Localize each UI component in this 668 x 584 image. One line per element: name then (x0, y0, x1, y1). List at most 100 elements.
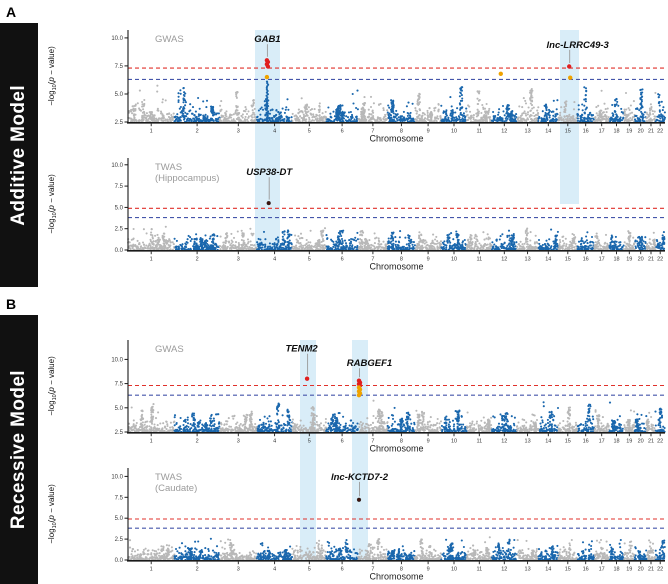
chromosome-tick-label: 9 (427, 129, 430, 135)
chromosome-tick-label: 5 (308, 129, 311, 135)
chromosome-tick-label: 7 (371, 257, 374, 263)
chromosome-tick-label: 6 (341, 129, 344, 135)
chromosome-tick-label: 5 (308, 567, 311, 573)
y-tick-label: 5.0 (115, 205, 124, 211)
chromosome-tick-label: 15 (565, 567, 571, 573)
chromosome-tick-label: 15 (565, 129, 571, 135)
chromosome-tick-label: 10 (451, 129, 457, 135)
chromosome-tick-label: 16 (583, 439, 589, 445)
chromosome-tick-label: 17 (599, 257, 605, 263)
chromosome-tick-label: 14 (545, 567, 551, 573)
chromosome-tick-label: 17 (599, 567, 605, 573)
y-tick-label: 2.5 (115, 120, 124, 126)
chromosome-tick-label: 2 (196, 439, 199, 445)
chromosome-tick-label: 14 (545, 257, 551, 263)
chromosome-tick-label: 1 (150, 567, 153, 573)
chromosome-tick-label: 11 (476, 257, 482, 263)
chromosome-tick-label: 13 (525, 439, 531, 445)
y-tick-label: 2.5 (115, 227, 124, 233)
chromosome-tick-label: 12 (501, 439, 507, 445)
chromosome-tick-label: 9 (427, 257, 430, 263)
hit-point (264, 74, 270, 80)
plot-title: (Hippocampus) (155, 173, 219, 184)
chromosome-tick-label: 13 (525, 567, 531, 573)
chromosome-tick-label: 2 (196, 257, 199, 263)
chromosome-tick-label: 8 (400, 129, 403, 135)
panel-recessive: B Recessive Model TENM2 RABGEF1 2.5 5.0 7.5 1… (0, 292, 668, 584)
chromosome-tick-label: 4 (273, 257, 276, 263)
chromosome-tick-label: 22 (657, 567, 663, 573)
extra-hit-point (498, 71, 503, 76)
model-sidebar-recessive: Recessive Model (0, 315, 38, 584)
chromosome-tick-label: 10 (451, 567, 457, 573)
chromosome-tick-label: 17 (599, 439, 605, 445)
chromosome-tick-label: 19 (626, 567, 632, 573)
chromosome-tick-label: 13 (525, 129, 531, 135)
chromosome-tick-label: 22 (657, 129, 663, 135)
chromosome-tick-label: 10 (451, 439, 457, 445)
chromosome-tick-label: 1 (150, 439, 153, 445)
chromosome-tick-label: 19 (626, 129, 632, 135)
chromosome-tick-label: 14 (545, 129, 551, 135)
chromosome-tick-label: 20 (638, 257, 644, 263)
y-tick-label: 10.0 (111, 36, 123, 42)
y-tick-label: 0.0 (115, 558, 124, 564)
y-axis-label: −log10(p − value) (47, 174, 58, 234)
x-axis-label: Chromosome (369, 134, 423, 144)
chromosome-tick-label: 20 (638, 567, 644, 573)
chromosome-tick-label: 1 (150, 129, 153, 135)
y-tick-label: 5.0 (115, 406, 124, 412)
y-tick-label: 10.0 (111, 474, 123, 480)
chromosome-tick-label: 17 (599, 129, 605, 135)
locus-highlight-band-chr15 (560, 30, 580, 204)
hit-point (304, 376, 310, 381)
gene-label: lnc-KCTD7-2 (331, 472, 389, 483)
hit-point (568, 75, 573, 80)
chromosome-tick-label: 4 (273, 129, 276, 135)
chromosome-tick-label: 2 (196, 567, 199, 573)
chromosome-tick-label: 20 (638, 129, 644, 135)
model-sidebar-additive: Additive Model (0, 23, 38, 287)
chromosome-tick-label: 11 (476, 129, 482, 135)
chromosome-tick-label: 9 (427, 439, 430, 445)
hit-point (265, 64, 271, 69)
plot-title: (Caudate) (155, 483, 197, 494)
chromosome-tick-label: 16 (583, 129, 589, 135)
chromosome-tick-label: 7 (371, 439, 374, 445)
hit-point (567, 64, 572, 69)
chromosome-tick-label: 7 (371, 567, 374, 573)
chromosome-tick-label: 21 (648, 257, 654, 263)
twas-caudate-chart: lnc-KCTD7-20.02.55.07.510.01 2 3 4 5 6 7 8 9 10 11… (47, 468, 666, 582)
chromosome-tick-label: 12 (501, 567, 507, 573)
hit-point (356, 393, 362, 398)
gene-label: GAB1 (254, 34, 280, 45)
chromosome-tick-label: 7 (371, 129, 374, 135)
chromosome-tick-label: 18 (613, 257, 619, 263)
chromosome-tick-label: 19 (626, 439, 632, 445)
chromosome-tick-label: 18 (613, 567, 619, 573)
chromosome-tick-label: 8 (400, 567, 403, 573)
gene-label: RABGEF1 (347, 358, 392, 369)
plot-twas-caudate: lnc-KCTD7-2 0.0 2.5 5.0 7.5 10.0 1 2 3 4 5 6 7 8 9 10 11… (38, 464, 668, 584)
y-tick-label: 2.5 (115, 537, 124, 543)
y-tick-label: 10.0 (111, 163, 123, 169)
chromosome-tick-label: 5 (308, 439, 311, 445)
chromosome-tick-label: 21 (648, 439, 654, 445)
chromosome-tick-label: 16 (583, 257, 589, 263)
plot-gwas-recessive: TENM2 RABGEF1 2.5 5.0 7.5 10.0 1 2 3 4 5 6 7 8 9 10 11 12… (38, 336, 668, 464)
chromosome-tick-label: 6 (341, 567, 344, 573)
chromosome-tick-label: 3 (237, 567, 240, 573)
chromosome-tick-label: 21 (648, 129, 654, 135)
y-tick-label: 7.5 (115, 64, 124, 70)
chromosome-tick-label: 10 (451, 257, 457, 263)
y-tick-label: 5.0 (115, 92, 124, 98)
gene-label: USP38-DT (246, 167, 293, 178)
gene-label: TENM2 (285, 344, 318, 355)
chromosome-tick-label: 6 (341, 439, 344, 445)
chromosome-tick-label: 4 (273, 567, 276, 573)
chromosome-tick-label: 20 (638, 439, 644, 445)
y-tick-label: 2.5 (115, 430, 124, 436)
chromosome-tick-label: 9 (427, 567, 430, 573)
